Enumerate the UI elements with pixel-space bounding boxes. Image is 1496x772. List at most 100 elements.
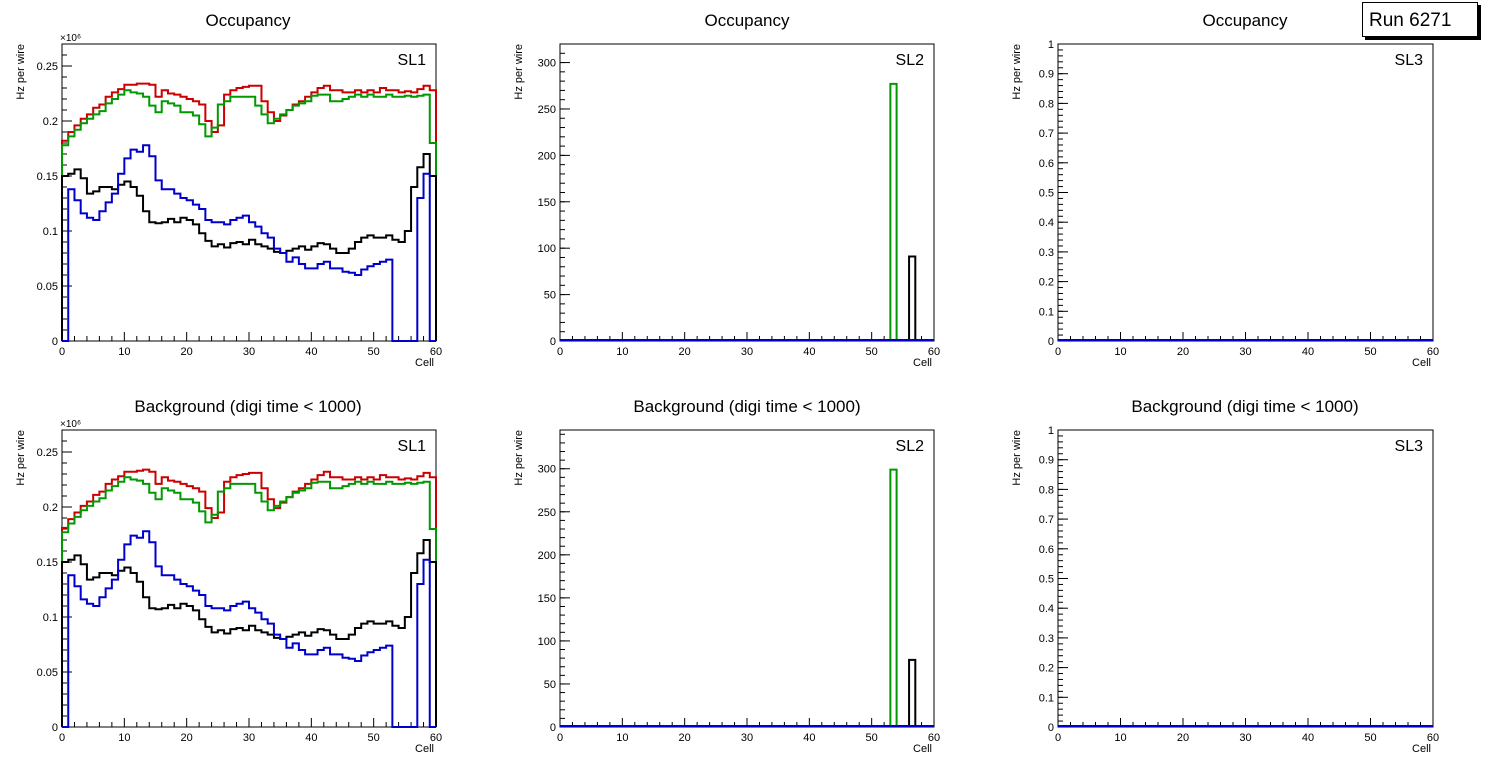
y-tick-label: 0.5 xyxy=(1039,188,1054,200)
x-tick-label: 60 xyxy=(430,346,442,358)
x-axis-label: Cell xyxy=(415,743,434,755)
panel-label: SL2 xyxy=(896,438,925,455)
x-tick-label: 60 xyxy=(928,346,940,358)
y-tick-label: 100 xyxy=(538,243,556,255)
y-tick-label: 0.3 xyxy=(1039,633,1054,645)
series-black-bar xyxy=(908,255,917,341)
y-tick-label: 250 xyxy=(538,507,556,519)
y-tick-label: 0.25 xyxy=(37,61,58,73)
y-tick-label: 250 xyxy=(538,104,556,116)
series-black-histogram xyxy=(61,153,437,341)
x-axis-label: Cell xyxy=(913,743,932,755)
y-tick-label: 0.4 xyxy=(1039,217,1054,229)
plot-frame xyxy=(559,429,935,728)
y-tick-label: 0.05 xyxy=(37,281,58,293)
chart-panel-3: Occupancy 0 10 20 30 40 50 60 0 0.1 0.2 0.3 0.4 0.5 0.… xyxy=(1011,11,1439,369)
x-tick-label: 40 xyxy=(1302,732,1314,744)
axis-multiplier: ×10⁶ xyxy=(60,419,81,430)
y-axis-label: Hz per wire xyxy=(1011,44,1023,100)
y-tick-label: 0.2 xyxy=(43,502,58,514)
y-tick-label: 0.7 xyxy=(1039,128,1054,140)
x-tick-label: 0 xyxy=(557,346,563,358)
y-tick-label: 1 xyxy=(1048,425,1054,437)
y-tick-label: 0 xyxy=(550,336,556,348)
y-tick-label: 0.4 xyxy=(1039,603,1054,615)
x-tick-label: 50 xyxy=(368,732,380,744)
y-tick-label: 50 xyxy=(544,679,556,691)
chart-panel-2: Occupancy 0 10 20 30 40 50 60 0 50 100 150 200 250 300… xyxy=(513,11,940,369)
y-tick-label: 0 xyxy=(1048,336,1054,348)
x-tick-label: 20 xyxy=(1177,732,1189,744)
x-tick-label: 60 xyxy=(430,732,442,744)
x-tick-label: 40 xyxy=(803,732,815,744)
x-tick-label: 60 xyxy=(928,732,940,744)
chart-panel-5: Background (digi time < 1000) 0 10 20 30 40 50… xyxy=(513,397,940,755)
plot-frame xyxy=(1057,43,1434,342)
y-tick-label: 0.5 xyxy=(1039,574,1054,586)
y-tick-label: 0.15 xyxy=(37,557,58,569)
series-red-histogram xyxy=(61,468,437,727)
x-axis-label: Cell xyxy=(913,357,932,369)
plot-frame xyxy=(559,43,935,342)
x-tick-label: 10 xyxy=(118,346,130,358)
x-tick-label: 40 xyxy=(1302,346,1314,358)
x-tick-label: 40 xyxy=(305,346,317,358)
series-green-bar xyxy=(889,82,898,341)
series-red-histogram xyxy=(61,82,437,341)
y-tick-label: 0.2 xyxy=(1039,663,1054,675)
y-tick-label: 0.2 xyxy=(43,116,58,128)
series-green-histogram xyxy=(61,476,437,727)
x-tick-label: 0 xyxy=(557,732,563,744)
y-axis-label: Hz per wire xyxy=(1011,430,1023,486)
run-number-label: Run 6271 xyxy=(1362,2,1478,37)
plot-frame xyxy=(1057,429,1434,728)
y-tick-label: 0.9 xyxy=(1039,69,1054,81)
x-tick-label: 10 xyxy=(616,346,628,358)
series-green-histogram xyxy=(61,89,437,341)
x-tick-label: 40 xyxy=(803,346,815,358)
x-tick-label: 0 xyxy=(59,732,65,744)
y-tick-label: 150 xyxy=(538,593,556,605)
y-tick-label: 0.25 xyxy=(37,447,58,459)
chart-panel-6: Background (digi time < 1000)0 10 20 30 40 50… xyxy=(1011,397,1439,755)
y-tick-label: 0.1 xyxy=(43,226,58,238)
chart-title: Background (digi time < 1000) xyxy=(633,397,860,416)
series-green-bar xyxy=(889,468,898,727)
y-axis-label: Hz per wire xyxy=(513,430,525,486)
y-axis-label: Hz per wire xyxy=(15,430,27,486)
x-tick-label: 30 xyxy=(1239,346,1251,358)
y-tick-label: 0.3 xyxy=(1039,247,1054,259)
x-tick-label: 60 xyxy=(1427,346,1439,358)
x-tick-label: 20 xyxy=(679,732,691,744)
y-tick-label: 0 xyxy=(550,722,556,734)
y-tick-label: 0.8 xyxy=(1039,98,1054,110)
y-tick-label: 0 xyxy=(52,722,58,734)
y-tick-label: 300 xyxy=(538,58,556,70)
x-tick-label: 30 xyxy=(243,732,255,744)
x-tick-label: 10 xyxy=(1114,732,1126,744)
y-tick-label: 0.15 xyxy=(37,171,58,183)
series-blue-histogram xyxy=(62,144,436,342)
y-tick-label: 300 xyxy=(538,464,556,476)
x-tick-label: 0 xyxy=(1055,732,1061,744)
y-tick-label: 100 xyxy=(538,636,556,648)
y-tick-label: 0.6 xyxy=(1039,544,1054,556)
x-tick-label: 50 xyxy=(368,346,380,358)
panel-label: SL1 xyxy=(398,52,427,69)
y-tick-label: 0 xyxy=(52,336,58,348)
x-tick-label: 30 xyxy=(741,732,753,744)
x-tick-label: 30 xyxy=(741,346,753,358)
x-tick-label: 20 xyxy=(679,346,691,358)
x-tick-label: 30 xyxy=(243,346,255,358)
y-tick-label: 0.6 xyxy=(1039,158,1054,170)
x-tick-label: 50 xyxy=(866,346,878,358)
x-axis-label: Cell xyxy=(1412,357,1431,369)
panel-label: SL3 xyxy=(1395,438,1424,455)
series-black-histogram xyxy=(61,539,437,727)
series-blue-histogram xyxy=(62,530,436,728)
x-tick-label: 30 xyxy=(1239,732,1251,744)
x-tick-label: 20 xyxy=(1177,346,1189,358)
x-tick-label: 20 xyxy=(181,346,193,358)
chart-title: Background (digi time < 1000) xyxy=(134,397,361,416)
